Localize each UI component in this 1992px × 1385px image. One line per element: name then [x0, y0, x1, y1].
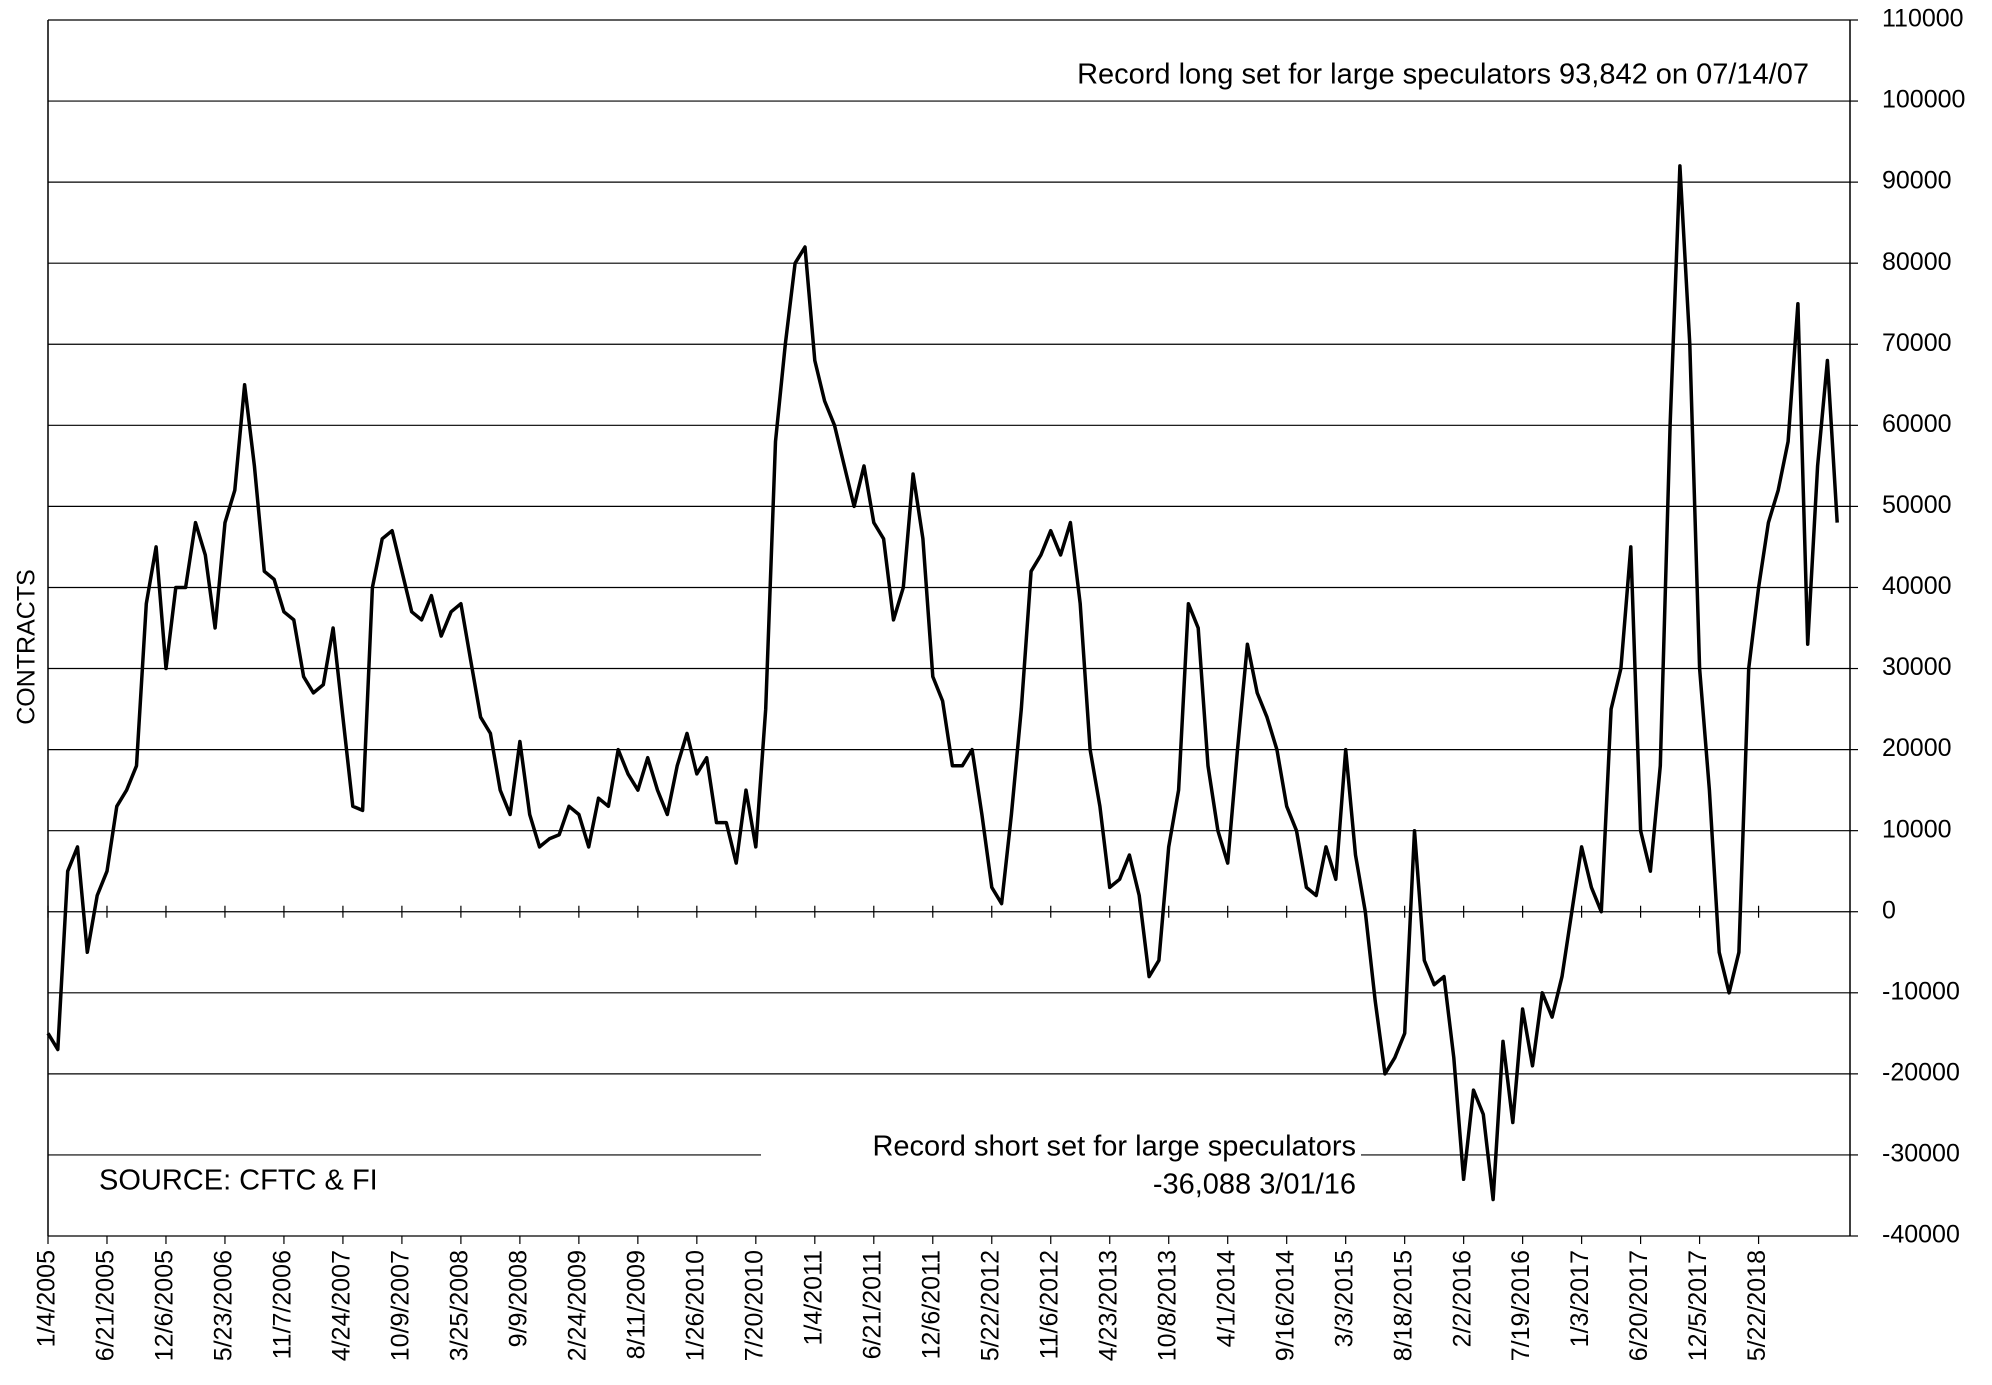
x-tick-label: 3/3/2015 [1330, 1250, 1358, 1347]
x-tick-label: 7/20/2010 [740, 1250, 768, 1361]
y-tick-label: -20000 [1882, 1058, 1960, 1086]
y-tick-label: 60000 [1882, 410, 1952, 438]
y-tick-label: 40000 [1882, 572, 1952, 600]
y-tick-label: 50000 [1882, 491, 1952, 519]
x-tick-label: 5/22/2018 [1743, 1250, 1771, 1361]
y-tick-label: 80000 [1882, 248, 1952, 276]
x-tick-label: 12/6/2011 [917, 1250, 945, 1359]
x-tick-label: 2/24/2009 [563, 1250, 591, 1361]
x-tick-label: 7/19/2016 [1507, 1250, 1535, 1361]
x-tick-label: 6/21/2011 [858, 1250, 886, 1359]
x-tick-label: 9/9/2008 [504, 1250, 532, 1347]
source-note: SOURCE: CFTC & FI [99, 1165, 378, 1197]
annotation: Record short set for large speculators [872, 1131, 1356, 1163]
x-tick-label: 11/6/2012 [1035, 1250, 1063, 1359]
x-tick-label: 4/23/2013 [1094, 1250, 1122, 1361]
x-tick-label: 8/18/2015 [1389, 1250, 1417, 1361]
x-tick-label: 10/9/2007 [387, 1250, 415, 1361]
y-tick-label: -30000 [1882, 1140, 1960, 1168]
y-tick-label: -10000 [1882, 977, 1960, 1005]
x-tick-label: 5/22/2012 [976, 1250, 1004, 1361]
y-tick-label: 90000 [1882, 167, 1952, 195]
x-tick-label: 4/24/2007 [328, 1250, 356, 1361]
y-tick-label: 20000 [1882, 734, 1952, 762]
x-tick-label: 4/1/2014 [1212, 1250, 1240, 1347]
annotation-backdrop [761, 1136, 1361, 1200]
y-axis-title: CONTRACTS [13, 569, 41, 725]
x-tick-label: 1/4/2005 [33, 1250, 61, 1347]
x-tick-label: 10/8/2013 [1153, 1250, 1181, 1361]
x-tick-label: 2/2/2016 [1448, 1250, 1476, 1347]
x-tick-label: 11/7/2006 [269, 1250, 297, 1359]
x-tick-label: 5/23/2006 [210, 1250, 238, 1361]
y-tick-label: 70000 [1882, 329, 1952, 357]
x-tick-label: 12/5/2017 [1684, 1250, 1712, 1361]
y-tick-label: 10000 [1882, 815, 1952, 843]
x-tick-label: 8/11/2009 [622, 1250, 650, 1359]
x-tick-label: 6/21/2005 [92, 1250, 120, 1361]
x-tick-label: 9/16/2014 [1271, 1250, 1299, 1361]
x-tick-label: 3/25/2008 [446, 1250, 474, 1361]
y-tick-label: 110000 [1882, 5, 1964, 33]
y-tick-label: -40000 [1882, 1221, 1960, 1249]
data-line [46, 164, 1839, 1202]
y-tick-label: 100000 [1882, 86, 1965, 114]
y-tick-label: 30000 [1882, 653, 1952, 681]
x-tick-label: 1/26/2010 [681, 1250, 709, 1361]
annotation: Record long set for large speculators 93… [1077, 59, 1809, 91]
x-tick-label: 1/3/2017 [1566, 1250, 1594, 1347]
x-tick-label: 12/6/2005 [151, 1250, 179, 1361]
y-tick-label: 0 [1882, 896, 1896, 924]
x-tick-label: 1/4/2011 [799, 1250, 827, 1345]
x-tick-label: 6/20/2017 [1625, 1250, 1653, 1361]
annotation: -36,088 3/01/16 [1153, 1169, 1356, 1201]
